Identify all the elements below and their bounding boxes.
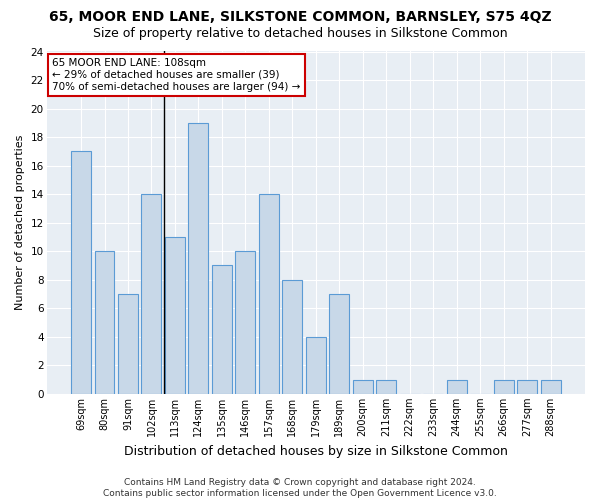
Text: Size of property relative to detached houses in Silkstone Common: Size of property relative to detached ho… bbox=[92, 28, 508, 40]
Text: 65 MOOR END LANE: 108sqm
← 29% of detached houses are smaller (39)
70% of semi-d: 65 MOOR END LANE: 108sqm ← 29% of detach… bbox=[52, 58, 301, 92]
Bar bbox=[376, 380, 396, 394]
Bar bbox=[353, 380, 373, 394]
Bar bbox=[118, 294, 138, 394]
Text: Contains HM Land Registry data © Crown copyright and database right 2024.
Contai: Contains HM Land Registry data © Crown c… bbox=[103, 478, 497, 498]
Bar bbox=[71, 152, 91, 394]
Bar bbox=[494, 380, 514, 394]
Bar bbox=[517, 380, 537, 394]
Y-axis label: Number of detached properties: Number of detached properties bbox=[15, 135, 25, 310]
Bar bbox=[446, 380, 467, 394]
Bar bbox=[165, 237, 185, 394]
Text: 65, MOOR END LANE, SILKSTONE COMMON, BARNSLEY, S75 4QZ: 65, MOOR END LANE, SILKSTONE COMMON, BAR… bbox=[49, 10, 551, 24]
Bar bbox=[235, 251, 256, 394]
Bar bbox=[95, 251, 115, 394]
X-axis label: Distribution of detached houses by size in Silkstone Common: Distribution of detached houses by size … bbox=[124, 444, 508, 458]
Bar bbox=[188, 123, 208, 394]
Bar bbox=[212, 266, 232, 394]
Bar bbox=[142, 194, 161, 394]
Bar bbox=[541, 380, 560, 394]
Bar bbox=[306, 337, 326, 394]
Bar bbox=[329, 294, 349, 394]
Bar bbox=[283, 280, 302, 394]
Bar bbox=[259, 194, 279, 394]
